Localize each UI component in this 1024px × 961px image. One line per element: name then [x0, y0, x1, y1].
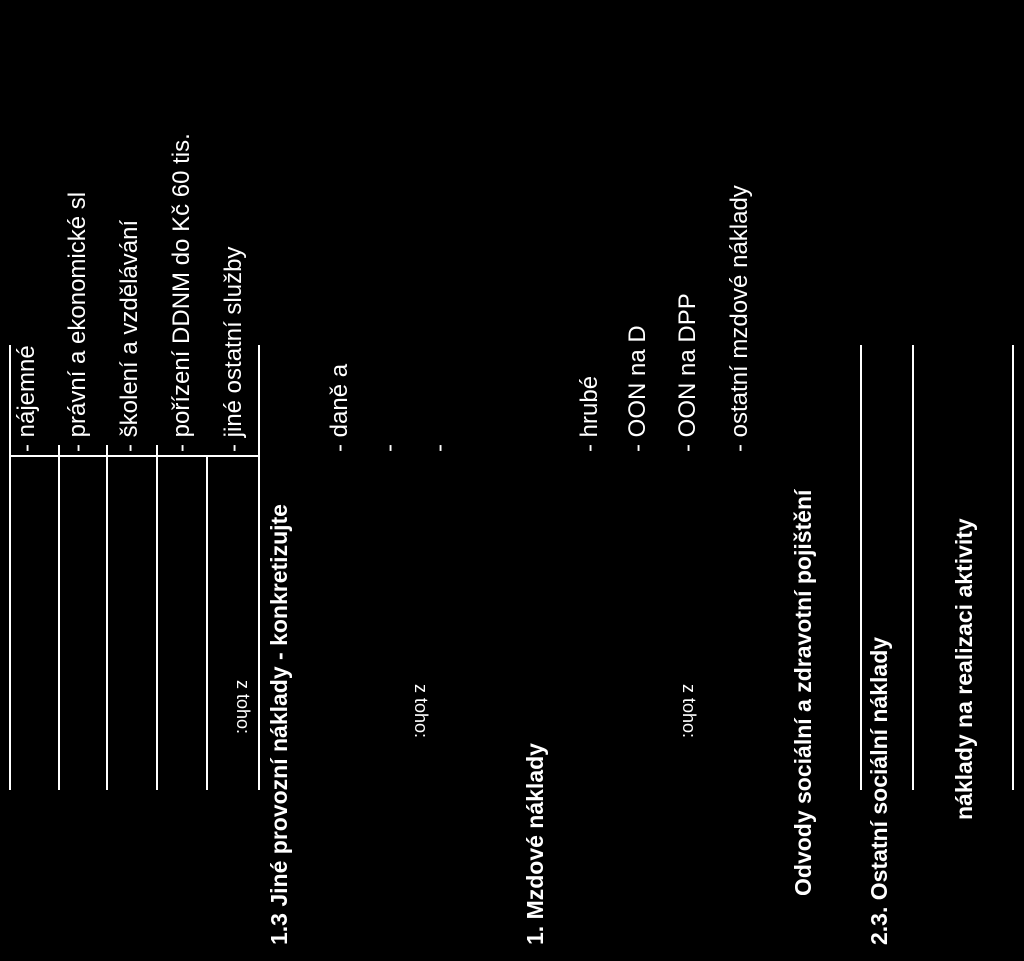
row-label-oon-d: - OON na D: [624, 325, 651, 452]
row-label-jine-sluzby: - jiné ostatní služby: [220, 246, 247, 452]
grid-line: [9, 455, 259, 457]
z-toho-label: z toho:: [411, 684, 431, 739]
grid-line: [206, 455, 208, 790]
grid-line: [912, 345, 914, 790]
row-label-pravni: - právní a ekonomické sl: [64, 191, 91, 452]
grid-line: [58, 445, 60, 790]
grid-line: [860, 345, 862, 790]
row-label-hrube: - hrubé: [576, 375, 603, 452]
grid-line: [106, 445, 108, 790]
row-label-oon-dpp: - OON na DPP: [674, 293, 701, 452]
row-label-odvody: Odvody sociální a zdravotní pojištění: [790, 489, 816, 896]
grid-line: [1012, 345, 1014, 790]
row-label-dane: - daně a: [326, 363, 353, 452]
grid-line: [258, 345, 260, 790]
grid-line: [156, 445, 158, 790]
row-label-dash: -: [426, 444, 453, 452]
z-toho-label: z toho:: [679, 684, 699, 739]
row-label-skoleni: - školení a vzdělávání: [116, 219, 143, 452]
row-label-mzdove: 1. Mzdové náklady: [522, 743, 548, 945]
row-label-porizeni: - pořízení DDNM do Kč 60 tis.: [168, 133, 195, 452]
row-label-dash: -: [376, 444, 403, 452]
row-label-jine-provozni: 1.3 Jiné provozní náklady - konkretizujt…: [266, 504, 292, 945]
row-label-najemne: - nájemné: [13, 345, 40, 452]
grid-line: [9, 345, 11, 790]
row-label-ostatni-socialni: 2.3. Ostatní sociální náklady: [866, 636, 892, 945]
row-label-naklady-realizace: náklady na realizaci aktivity: [951, 518, 977, 820]
row-label-ostatni-mzdove: - ostatní mzdové náklady: [726, 185, 753, 452]
z-toho-label: z toho:: [233, 680, 253, 735]
